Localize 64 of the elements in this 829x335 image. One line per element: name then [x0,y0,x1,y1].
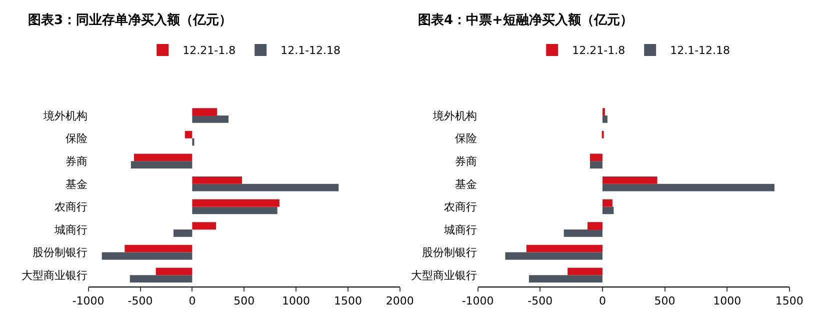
y-tick-label: 券商 [65,154,88,168]
bar [192,116,229,123]
bar [130,161,192,169]
bar [156,268,192,276]
y-tick-label: 农商行 [444,200,477,214]
legend-label: 12.1-12.18 [670,44,730,58]
bar [124,244,192,252]
bar [602,199,612,207]
x-tick-label: -1000 [72,294,104,308]
y-tick-label: 农商行 [54,200,88,214]
bar [568,268,602,276]
legend-label: 12.21-1.8 [182,44,236,58]
bar [192,222,216,230]
bar [528,275,602,283]
y-tick-label: 境外机构 [432,109,477,122]
chart-title: 图表4：中票+短融净买入额（亿元） [418,12,633,28]
y-tick-label: 股份制银行 [32,246,88,260]
bar [602,184,774,192]
y-tick-label: 保险 [454,132,477,146]
x-tick-label: 1000 [282,294,310,308]
y-tick-label: 股份制银行 [422,246,477,260]
y-tick-label: 基金 [65,178,88,191]
legend-label: 12.21-1.8 [572,44,626,58]
bar [564,230,602,237]
x-tick-label: -1000 [462,294,494,308]
x-tick-label: 1500 [775,294,804,308]
x-tick-label: 1500 [334,294,362,308]
x-tick-label: 0 [188,294,196,308]
y-tick-label: 券商 [454,154,477,168]
bar [192,206,278,214]
bar [192,108,218,116]
x-tick-label: -500 [128,294,153,308]
bar [505,252,602,260]
bar [602,108,605,116]
x-tick-label: 0 [598,294,606,308]
y-tick-label: 大型商业银行 [410,268,477,282]
bar [173,230,192,237]
y-tick-label: 大型商业银行 [21,268,88,282]
x-tick-label: 2000 [386,294,414,308]
bar [602,116,608,123]
bar [192,176,242,184]
bar [602,176,658,184]
bar [602,206,614,214]
y-tick-label: 基金 [454,178,477,191]
bar [192,184,339,192]
bar [102,252,192,260]
x-tick-label: 1000 [713,294,742,308]
bar [134,154,192,162]
y-tick-label: 城商行 [53,223,88,236]
bar [590,154,602,162]
x-tick-label: 500 [654,294,676,308]
y-tick-label: 境外机构 [42,109,88,122]
bar [526,244,602,252]
bar [184,130,192,138]
chart-title: 图表3：同业存单净买入额（亿元） [28,12,232,28]
legend-label: 12.1-12.18 [280,44,341,58]
y-tick-label: 保险 [65,132,88,146]
x-tick-label: -500 [528,294,553,308]
bar [588,222,602,230]
x-tick-label: 500 [234,294,255,308]
bar [192,199,280,207]
bar [130,275,192,283]
y-tick-label: 城商行 [442,223,477,236]
bar [590,161,602,169]
